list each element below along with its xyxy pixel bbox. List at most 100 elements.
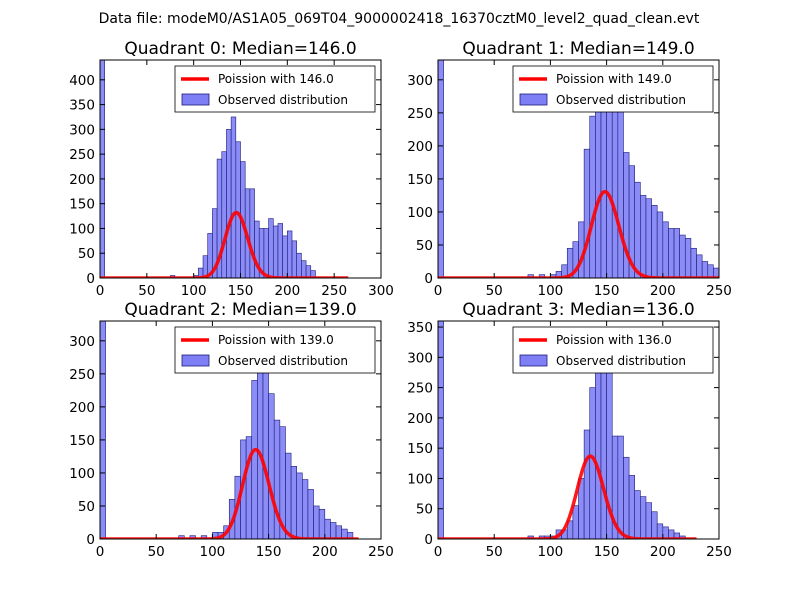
x-tick-label: 250: [706, 544, 732, 560]
x-tick-label: 50: [486, 544, 503, 560]
x-tick-label: 0: [434, 544, 443, 560]
histogram-bar: [100, 321, 106, 539]
y-tick-label: 200: [69, 172, 95, 188]
axes-frame: [437, 320, 720, 540]
histogram-bar: [645, 502, 652, 539]
x-tick-label: 250: [706, 283, 732, 299]
legend-label-observed: Observed distribution: [556, 93, 686, 107]
plot-content: [100, 60, 350, 278]
histogram-bar: [226, 129, 232, 278]
x-tick-label: 150: [594, 283, 620, 299]
histogram-bar: [634, 490, 641, 539]
histogram-bar: [640, 496, 647, 539]
legend-label-poisson: Poission with 136.0: [556, 333, 672, 347]
y-tick-label: 100: [407, 471, 433, 487]
legend: Poission with 136.0 Observed distribution: [512, 326, 714, 374]
histogram-bar: [272, 225, 279, 278]
histogram-bar: [662, 526, 669, 539]
panel-quadrant-3: 0 50 100 150 200 250 0 50 100 150 200 250 300 350 Quad…: [407, 300, 732, 560]
x-tick-label: 0: [434, 283, 443, 299]
histogram-bar: [282, 235, 288, 278]
y-tick-label: 50: [78, 499, 95, 515]
histogram-bar: [307, 489, 314, 539]
histogram-bar: [600, 86, 607, 278]
y-tick-label: 350: [69, 98, 95, 114]
y-tick-label: 50: [416, 502, 433, 518]
y-tick-label: 150: [69, 433, 95, 449]
y-tick-label: 0: [424, 532, 433, 548]
x-tick-label: 100: [538, 544, 564, 560]
legend-label-observed: Observed distribution: [218, 354, 348, 368]
histogram-bar: [302, 479, 309, 539]
histogram-bar: [645, 198, 652, 278]
y-tick-label: 200: [69, 400, 95, 416]
poisson-curve: [438, 454, 698, 539]
histogram-bar: [277, 223, 283, 278]
histogram-bar: [589, 115, 596, 278]
panel-title: Quadrant 3: Median=136.0: [462, 300, 694, 320]
y-tick-label: 150: [407, 441, 433, 457]
panel-quadrant-2: 0 50 100 150 200 250 0 50 100 150 200 250 300 Quadran…: [69, 300, 394, 560]
figure-suptitle: Data file: modeM0/AS1A05_069T04_90000024…: [99, 11, 700, 27]
y-tick-label: 300: [69, 122, 95, 138]
histogram-bar: [617, 435, 624, 539]
axes-frame: [437, 59, 720, 279]
histogram-bar: [262, 360, 269, 539]
x-tick-label: 0: [96, 283, 105, 299]
histogram-bar: [263, 228, 269, 278]
legend-patch-swatch: [519, 93, 548, 106]
x-tick-label: 150: [594, 544, 620, 560]
histogram-bar: [249, 188, 255, 278]
y-tick-label: 50: [78, 246, 95, 262]
histogram-bar: [268, 393, 275, 539]
y-tick-label: 350: [407, 320, 433, 336]
panel-quadrant-0: 0 50 100 150 200 250 300 0 50 100 150 200 250 300 350 4…: [69, 39, 394, 299]
x-tick-label: 50: [486, 283, 503, 299]
histogram-bar: [713, 267, 719, 278]
legend-label-poisson: Poission with 139.0: [218, 333, 334, 347]
x-tick-label: 150: [256, 544, 282, 560]
histogram-bar: [296, 472, 303, 539]
plot-content: [438, 60, 719, 278]
histogram-bar: [438, 321, 444, 539]
legend-label-poisson: Poission with 146.0: [218, 72, 334, 86]
histogram-bar: [595, 105, 602, 278]
histogram-bar: [583, 429, 591, 539]
x-tick-label: 50: [148, 544, 165, 560]
histogram-bar: [296, 252, 302, 278]
x-tick-label: 100: [538, 283, 564, 299]
y-tick-label: 50: [416, 238, 433, 254]
histogram-bar: [600, 344, 607, 539]
x-tick-label: 200: [650, 544, 676, 560]
histogram-bar: [696, 254, 703, 278]
histogram-bar: [287, 230, 293, 278]
histogram-bar: [651, 511, 658, 539]
x-tick-label: 100: [181, 283, 207, 299]
x-tick-label: 200: [312, 544, 338, 560]
histogram-bar: [235, 141, 241, 278]
histogram-bar: [679, 234, 686, 278]
legend: Poission with 139.0 Observed distribution: [174, 326, 376, 374]
histogram-bar: [438, 60, 444, 278]
histogram-bar: [634, 181, 641, 278]
histogram-bar: [330, 522, 337, 539]
y-tick-label: 0: [86, 271, 95, 287]
panel-quadrant-1: 0 50 100 150 200 250 0 50 100 150 200 250 300 Quadran…: [407, 39, 732, 299]
y-tick-label: 200: [407, 411, 433, 427]
histogram-bar: [285, 452, 292, 539]
histogram-bar: [684, 238, 692, 278]
panel-title: Quadrant 1: Median=149.0: [462, 39, 694, 59]
legend-label-observed: Observed distribution: [218, 93, 348, 107]
histogram-bar: [221, 151, 227, 278]
y-tick-label: 250: [69, 367, 95, 383]
legend-label-poisson: Poission with 149.0: [556, 72, 672, 86]
histogram-bar: [701, 261, 709, 278]
x-tick-label: 250: [368, 544, 394, 560]
legend: Poission with 149.0 Observed distribution: [512, 65, 714, 113]
x-tick-label: 200: [650, 283, 676, 299]
y-tick-label: 150: [407, 172, 433, 188]
histogram-bar: [230, 116, 237, 278]
histogram-bar: [251, 380, 258, 539]
y-tick-label: 300: [407, 73, 433, 89]
